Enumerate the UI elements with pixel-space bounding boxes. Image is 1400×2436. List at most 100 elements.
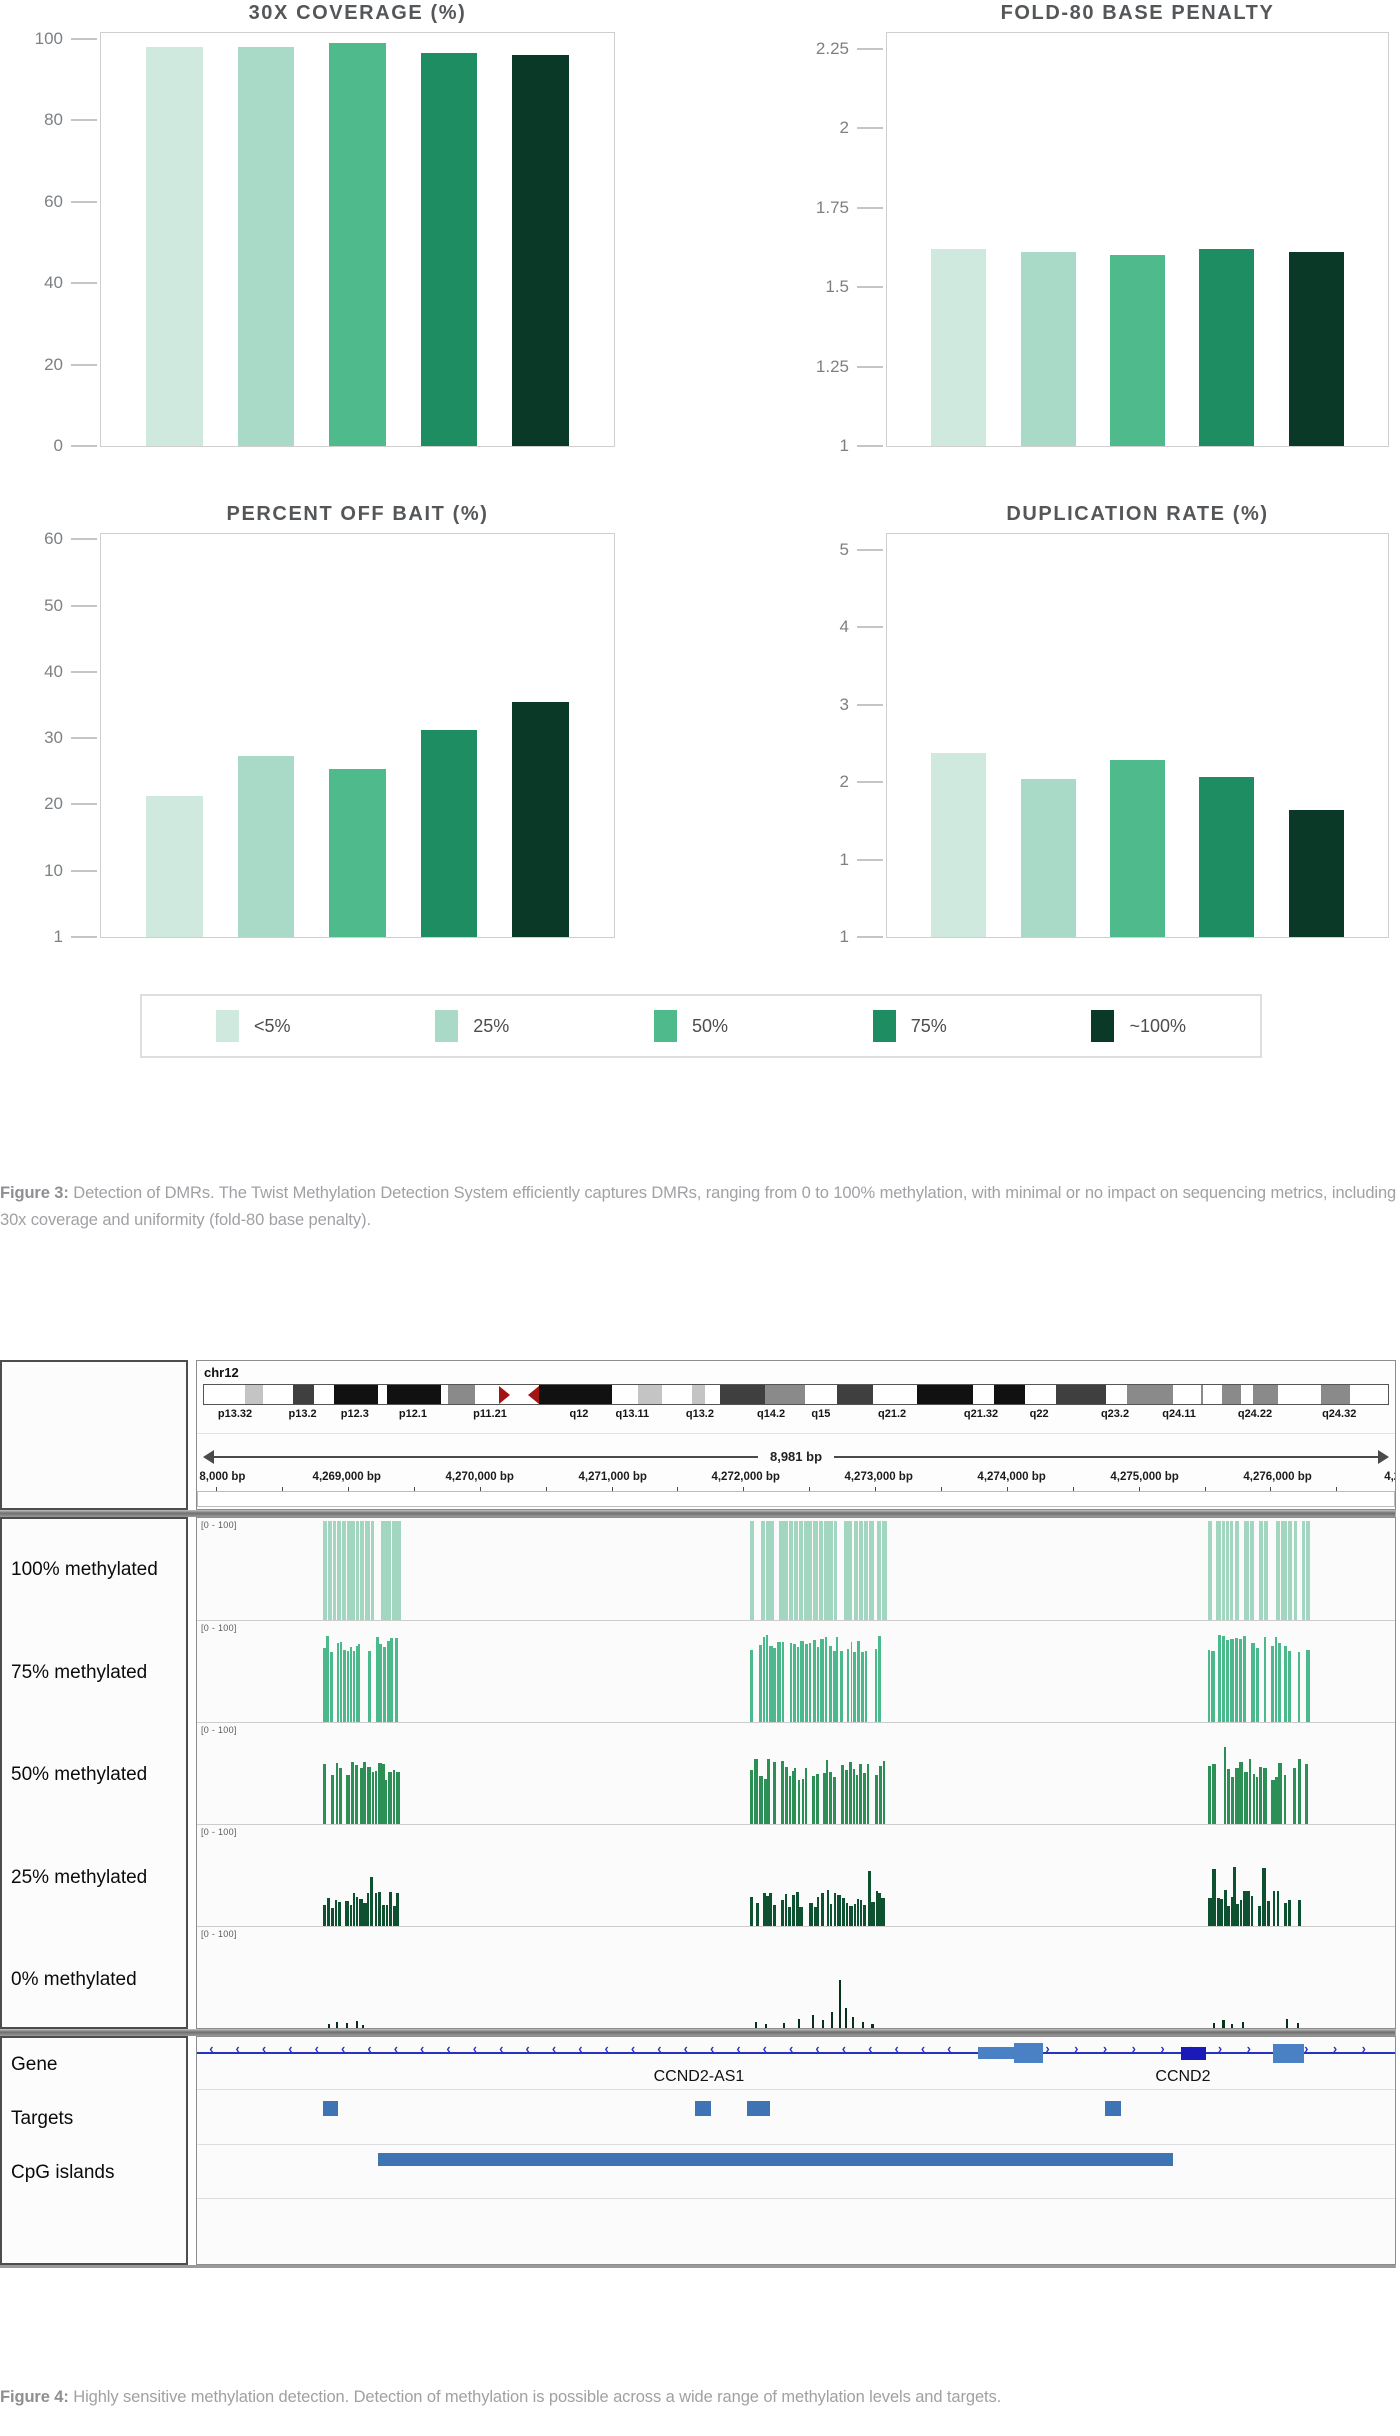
- chart-plot-area: 1 1 2 3 4 5: [840, 533, 1389, 946]
- coverage-bar: [866, 1764, 870, 1825]
- coverage-bar: [358, 1899, 363, 1927]
- track-range-label: [0 - 100]: [201, 1520, 237, 1531]
- coverage-bar: [1283, 1646, 1287, 1722]
- coverage-bar: [390, 1638, 393, 1722]
- coordinate-label: 4,275,000 bp: [1110, 1471, 1179, 1484]
- coverage-bar: [788, 1521, 793, 1620]
- coverage-spike: [1296, 2023, 1299, 2029]
- strand-arrow-icon: ‹: [314, 2041, 319, 2057]
- coverage-bar: [1259, 1767, 1263, 1825]
- coverage-spike: [871, 2024, 874, 2029]
- coverage-bar: [867, 1871, 871, 1927]
- axis-tick-label: 1.25: [815, 356, 849, 376]
- methylation-track: [0 - 100]: [197, 1518, 1395, 1621]
- axis-tick-label: 60: [44, 191, 63, 211]
- chart-title: 30X COVERAGE (%): [248, 2, 467, 24]
- coverage-bar: [1226, 1639, 1229, 1722]
- coverage-bar: [1243, 1890, 1246, 1927]
- coverage-bar: [1274, 1636, 1277, 1722]
- coverage-bar: [766, 1895, 769, 1927]
- data-bar: [1288, 809, 1344, 937]
- coverage-bar: [1212, 1868, 1216, 1927]
- coverage-bar: [1234, 1637, 1238, 1722]
- coverage-bar: [1234, 1521, 1240, 1620]
- coverage-bar: [1287, 1650, 1291, 1722]
- strand-arrow-icon: ›: [1160, 2041, 1165, 2057]
- coverage-bar: [828, 1646, 833, 1722]
- coverage-bar: [374, 1771, 377, 1825]
- coverage-bar: [374, 1892, 378, 1927]
- axis-tick-label: 20: [44, 794, 63, 814]
- coverage-bar: [1298, 1759, 1302, 1825]
- legend-swatch: [653, 1010, 677, 1042]
- coverage-bar: [847, 1648, 850, 1722]
- coverage-bar: [828, 1772, 832, 1825]
- coverage-bar: [832, 1651, 836, 1722]
- coverage-bar: [393, 1906, 396, 1927]
- track-range-label: [0 - 100]: [201, 1724, 237, 1735]
- axis-tick-line: [71, 604, 97, 607]
- band-label: p11.21: [473, 1408, 507, 1421]
- coverage-bar: [784, 1521, 789, 1620]
- coverage-bar: [1298, 1900, 1301, 1927]
- ideogram-band: [1221, 1385, 1241, 1405]
- strand-arrow-icon: ›: [1361, 2041, 1367, 2057]
- coverage-spike: [1222, 2020, 1225, 2029]
- coverage-bar: [828, 1521, 833, 1620]
- coverage-bar: [784, 1894, 788, 1927]
- gene-name-label: CCND2: [1155, 2068, 1211, 2086]
- axis-tick-line: [857, 548, 883, 551]
- coverage-bar: [370, 1521, 375, 1620]
- strand-arrow-icon: ‹: [894, 2041, 899, 2057]
- figure4-text: Highly sensitive methylation detection. …: [73, 2388, 1002, 2407]
- coverage-bar: [811, 1776, 815, 1825]
- axis-tick-label: 1: [53, 927, 63, 946]
- axis-tick-label: 1: [839, 927, 849, 946]
- coverage-bar: [877, 1521, 882, 1620]
- coverage-bar: [859, 1521, 864, 1620]
- coverage-bar: [813, 1521, 818, 1620]
- coverage-bar: [1305, 1764, 1308, 1825]
- coverage-spike: [335, 2022, 338, 2029]
- coverage-bar: [799, 1906, 803, 1927]
- coverage-bar: [853, 1904, 857, 1927]
- chromosome-label: chr12: [204, 1365, 239, 1381]
- data-bar: [1288, 252, 1344, 446]
- track-labels-panel: 100% methylated 75% methylated 50% methyla…: [0, 1517, 188, 2030]
- coverage-bar: [386, 1904, 389, 1927]
- axis-tick-label: 2: [839, 772, 849, 791]
- band-label: q24.11: [1162, 1408, 1196, 1421]
- coverage-bar: [393, 1769, 396, 1825]
- centromere-left-triangle-icon: [498, 1385, 510, 1404]
- legend-label: ~100%: [1129, 1015, 1186, 1036]
- figure3-label: Figure 3:: [0, 1184, 69, 1202]
- coverage-bar: [1306, 1521, 1310, 1620]
- ideogram-band: [704, 1385, 721, 1405]
- axis-tick-line: [857, 286, 883, 289]
- axis-tick-line: [71, 670, 97, 673]
- figure3-text: Detection of DMRs. The Twist Methylation…: [0, 1184, 1397, 1230]
- coverage-bar: [859, 1899, 863, 1927]
- coverage-bar: [334, 1900, 337, 1927]
- coverage-bar: [882, 1760, 886, 1825]
- coverage-spike: [782, 2023, 785, 2029]
- coverage-bar: [788, 1906, 792, 1927]
- coverage-bar: [1250, 1895, 1254, 1927]
- coverage-bar: [1208, 1897, 1212, 1927]
- ideogram-band: [1025, 1385, 1057, 1405]
- coverage-bar: [391, 1521, 396, 1620]
- legend-swatch: [1091, 1010, 1115, 1042]
- methylation-track: [0 - 100]: [197, 1621, 1395, 1723]
- axis-tick-label: 1: [839, 436, 849, 455]
- ideogram-band: [720, 1385, 766, 1405]
- data-bar: [1109, 759, 1166, 937]
- coverage-bar: [1262, 1867, 1266, 1927]
- coverage-bar: [795, 1892, 799, 1927]
- coverage-bar: [337, 1902, 341, 1927]
- coverage-bar: [350, 1762, 354, 1825]
- coverage-bar: [359, 1767, 363, 1825]
- axis-tick-label: 60: [44, 529, 63, 549]
- coverage-bar: [857, 1898, 860, 1927]
- coverage-bar: [1235, 1767, 1240, 1825]
- coverage-bar: [841, 1898, 845, 1927]
